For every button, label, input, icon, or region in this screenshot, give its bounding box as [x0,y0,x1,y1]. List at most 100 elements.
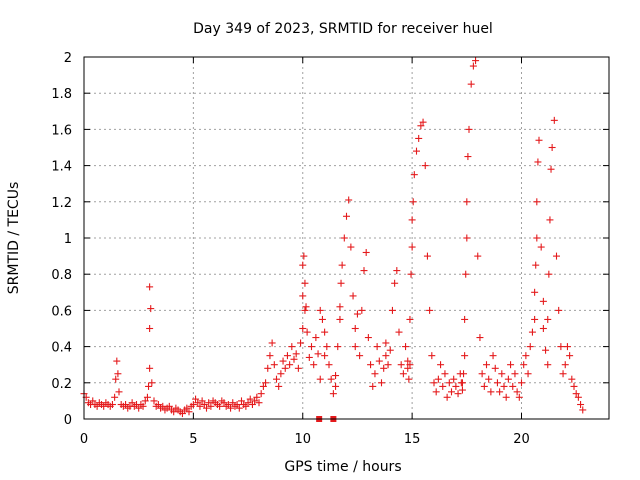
data-point [531,315,539,323]
data-point [301,306,309,314]
data-point [500,382,508,390]
data-point [489,352,497,360]
data-point [349,292,357,300]
data-point [297,339,305,347]
data-point [430,379,438,387]
y-tick-label: 0.6 [51,304,72,319]
data-point [194,399,202,407]
data-point [364,334,372,342]
y-tick-labels: 0 0.2 0.4 0.6 0.8 1 1.2 1.4 1.6 1.8 2 [51,51,72,428]
axis-ticks [83,56,609,420]
data-point [301,279,309,287]
data-point [310,361,318,369]
data-point [229,399,237,407]
data-point [504,375,512,383]
data-point [443,393,451,401]
x-axis-label: GPS time / hours [284,459,401,475]
y-tick-label: 1.8 [51,87,72,102]
data-point [316,306,324,314]
data-point [205,399,213,407]
data-point [227,404,235,412]
data-point [159,402,167,410]
data-point [343,212,350,220]
data-point [332,372,340,380]
data-point [399,370,407,378]
data-point [334,343,342,351]
data-point [547,165,555,173]
data-point [277,370,285,378]
data-point [316,375,324,383]
data-point [391,279,399,287]
data-point [327,375,335,383]
data-point [465,125,473,133]
data-point [566,352,574,360]
data-point [458,379,466,387]
data-point [533,198,541,206]
data-point [113,357,121,365]
data-point [483,361,490,369]
data-point [452,382,460,390]
data-point [496,388,504,396]
data-point [579,406,587,414]
data-point [358,306,366,314]
x-tick-label: 20 [513,432,530,447]
data-point [112,375,120,383]
data-point [268,339,276,347]
data-point [216,402,224,410]
data-point [491,364,499,372]
data-point [406,361,414,369]
data-point [93,402,101,410]
data-point [493,379,501,387]
data-point [437,361,445,369]
data-point [467,80,475,88]
y-tick-label: 1.6 [51,123,72,138]
data-point [513,388,521,396]
data-point [382,352,390,360]
data-point [286,361,294,369]
data-point [546,216,554,224]
data-point [522,352,530,360]
data-point [393,267,401,275]
data-point [141,397,149,405]
y-tick-label: 0.4 [51,341,72,356]
data-point [336,303,344,311]
data-point [408,243,416,251]
data-point [360,267,368,275]
data-point [526,343,534,351]
data-point [192,395,200,403]
data-point [189,401,197,409]
data-point [257,390,265,398]
x-tick-labels: 0 5 10 15 20 [80,432,530,447]
data-point [283,352,291,360]
data-point [281,364,289,372]
data-point [299,325,307,332]
data-point [351,343,359,351]
data-point [148,379,156,387]
data-point [185,408,193,416]
data-point [371,370,379,378]
data-point [108,401,116,409]
data-point [305,353,313,361]
data-point [170,408,178,416]
data-point [253,393,261,401]
data-point [509,382,517,390]
data-point [325,361,333,369]
y-tick-label: 1.4 [51,160,72,175]
x-tick-label: 10 [294,432,311,447]
data-point [469,62,477,70]
data-point [332,382,340,390]
data-point [405,375,413,383]
data-point [233,401,241,409]
y-tick-label: 0.2 [51,377,72,392]
data-point [128,399,136,407]
data-point [544,361,552,369]
data-point [302,303,310,311]
data-point [375,357,383,365]
data-point [248,401,256,409]
data-point [198,397,206,405]
data-point [135,404,143,412]
data-point [445,379,453,387]
data-point [318,315,326,323]
data-point [146,364,154,372]
